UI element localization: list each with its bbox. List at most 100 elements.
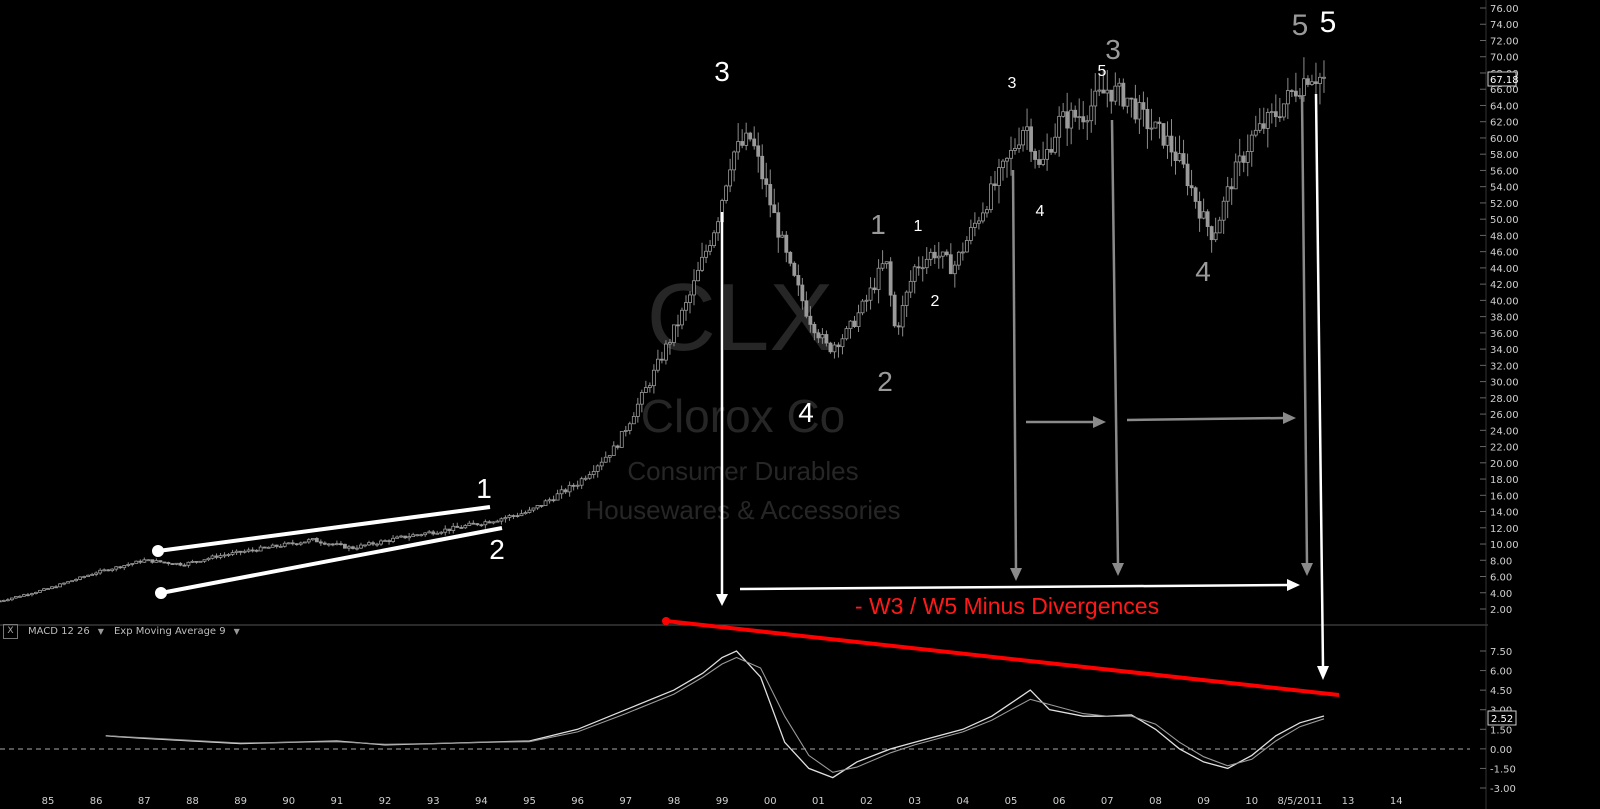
price-tick-label: 50.00 <box>1490 215 1519 226</box>
w5-drop-arrow <box>1314 93 1325 668</box>
wave-label: 5 <box>1320 6 1337 39</box>
candle-body <box>1021 130 1025 146</box>
candle-body <box>956 251 961 266</box>
candle-body <box>1057 115 1062 138</box>
candle-body <box>1302 78 1306 96</box>
time-tick-label: 91 <box>331 796 344 807</box>
ema-label[interactable]: Exp Moving Average 9 <box>113 625 226 637</box>
candle-body <box>776 212 781 238</box>
candle-body <box>579 478 584 486</box>
candle-body <box>800 284 805 302</box>
candle-body <box>1237 155 1242 163</box>
macd-dropdown-icon[interactable]: ▼ <box>97 626 104 636</box>
last-macd-value: 2.52 <box>1491 714 1513 725</box>
candle-body <box>62 582 66 585</box>
price-tick-label: 42.00 <box>1490 280 1519 291</box>
candle-body <box>928 251 933 260</box>
candle-body <box>664 343 668 361</box>
price-tick-label: 62.00 <box>1490 118 1519 129</box>
price-tick-label: 2.00 <box>1490 605 1512 616</box>
candle-body <box>222 554 227 557</box>
candle-body <box>395 536 399 539</box>
price-tick-label: 26.00 <box>1490 410 1519 421</box>
candle-body <box>660 358 664 361</box>
candle-body <box>700 256 704 271</box>
time-tick-label: 90 <box>282 796 295 807</box>
candle-body <box>732 151 737 171</box>
candle-body <box>792 262 797 276</box>
candle-body <box>515 515 520 517</box>
candle-body <box>1009 149 1013 159</box>
candle-body <box>1005 157 1009 162</box>
candle-body <box>174 562 179 565</box>
candle-body <box>1165 135 1170 146</box>
candle-body <box>884 261 889 265</box>
candle-body <box>1205 211 1210 227</box>
candle-body <box>451 525 456 531</box>
candle-body <box>900 305 905 328</box>
wave-label: 1 <box>914 218 923 235</box>
candle-body <box>704 250 708 258</box>
candle-body <box>391 537 395 542</box>
ema-dropdown-icon[interactable]: ▼ <box>233 626 240 636</box>
candle-body <box>591 471 596 475</box>
candle-body <box>355 547 359 550</box>
candle-body <box>981 212 985 222</box>
candle-body <box>868 287 873 301</box>
candle-body <box>1173 151 1178 161</box>
candle-body <box>427 531 432 534</box>
candle-body <box>816 332 821 339</box>
candle-body <box>748 132 753 140</box>
close-indicator-button[interactable]: X <box>3 623 18 639</box>
grey-drop-arrowhead-2 <box>1112 563 1124 576</box>
candle-body <box>1157 121 1162 124</box>
macd-label[interactable]: MACD 12 26 <box>28 625 90 637</box>
candle-body <box>198 560 203 563</box>
time-tick-label: 04 <box>956 796 969 807</box>
candle-body <box>651 369 656 387</box>
candle-body <box>696 269 700 282</box>
candle-body <box>399 535 404 538</box>
candle-body <box>672 324 676 343</box>
candle-body <box>431 531 436 535</box>
candle-body <box>66 581 70 584</box>
indicator-toolbar: X MACD 12 26 ▼ Exp Moving Average 9 ▼ <box>0 622 250 640</box>
price-tick-label: 44.00 <box>1490 264 1519 275</box>
candle-body <box>499 518 504 522</box>
divergence-label: - W3 / W5 Minus Divergences <box>855 593 1159 619</box>
candle-body <box>643 387 648 393</box>
candle-body <box>736 141 741 153</box>
candle-body <box>54 586 58 589</box>
candle-body <box>692 280 696 296</box>
candle-body <box>318 541 323 544</box>
candle-body <box>463 525 468 529</box>
candle-body <box>306 539 311 543</box>
candle-body <box>772 204 777 214</box>
candle-body <box>371 542 375 545</box>
candle-body <box>1261 123 1266 129</box>
candle-body <box>310 538 315 541</box>
time-tick-label: 10 <box>1245 796 1258 807</box>
candle-body <box>1310 81 1314 85</box>
candle-body <box>1025 126 1029 131</box>
candle-body <box>330 543 335 546</box>
candle-body <box>78 576 82 580</box>
candle-body <box>1001 160 1005 168</box>
candle-body <box>688 294 692 303</box>
candle-body <box>34 591 38 594</box>
candle-body <box>587 474 592 479</box>
candle-body <box>964 240 969 253</box>
candle-body <box>363 544 367 547</box>
candle-body <box>631 416 636 425</box>
candle-body <box>1314 81 1318 85</box>
candle-body <box>106 569 111 572</box>
candle-body <box>539 505 544 507</box>
price-tick-label: 10.00 <box>1490 540 1519 551</box>
candle-body <box>716 221 720 234</box>
candle-body <box>13 596 18 599</box>
candle-body <box>535 505 540 509</box>
price-tick-label: 60.00 <box>1490 134 1519 145</box>
candle-body <box>668 342 672 345</box>
candle-body <box>1033 150 1037 160</box>
